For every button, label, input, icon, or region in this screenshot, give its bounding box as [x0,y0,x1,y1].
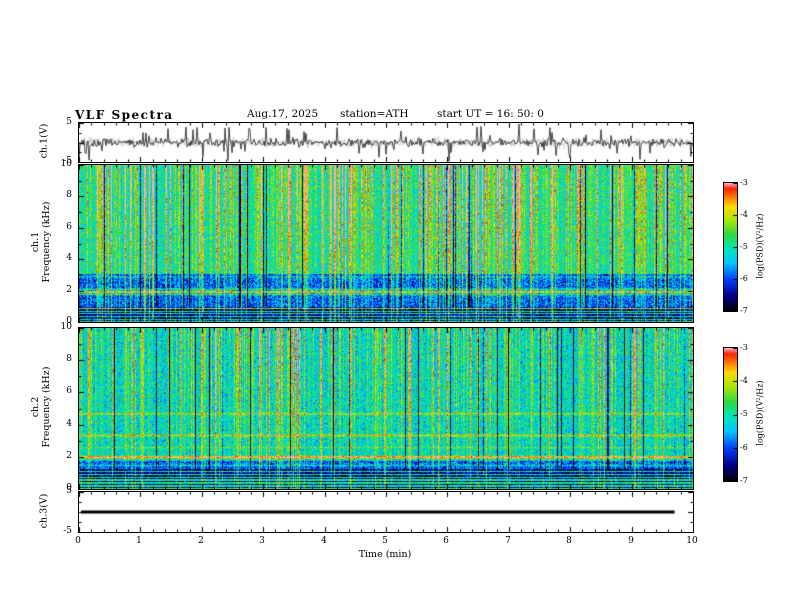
ch3-waveform-panel [78,491,694,533]
spec2-ytick-0: 0 [66,483,72,493]
spec2-ytick-8: 8 [66,354,72,364]
ch1-waveform-canvas [79,123,693,162]
xtick-2: 2 [198,536,204,546]
cb1-tick-neg7: -7 [740,306,748,315]
cb1-tick-neg4: -4 [740,210,748,219]
ch3-waveform-canvas [79,492,693,532]
ch2-frequency-axis-label: ch.2 Frequency (kHz) [30,367,52,448]
xtick-4: 4 [321,536,327,546]
colorbar-ch1 [723,182,738,312]
cb2-tick-neg5: -5 [740,409,748,418]
xtick-5: 5 [382,536,388,546]
xtick-7: 7 [505,536,511,546]
figure-title: VLF Spectra [75,108,174,122]
spec1-ytick-10: 10 [60,159,72,169]
ch1-frequency-axis-label: ch.1 Frequency (kHz) [30,202,52,283]
cb1-tick-neg6: -6 [740,274,748,283]
spec1-ytick-8: 8 [66,190,72,200]
ch1-ytick-5: 5 [66,117,72,127]
spec2-ytick-6: 6 [66,386,72,396]
cb1-tick-neg3: -3 [740,178,748,187]
time-axis-label: Time (min) [358,549,412,560]
cb2-tick-neg3: -3 [740,343,748,352]
spec1-ytick-4: 4 [66,253,72,263]
ch2-axis-line2: Frequency (kHz) [41,366,52,448]
station-label: station=ATH [340,108,409,120]
ch1-voltage-axis-label: ch.1(V) [38,123,50,159]
ch2-spectrogram-canvas [79,328,693,489]
ch1-spectrogram-panel [78,164,694,323]
spec1-ytick-0: 0 [66,316,72,326]
ch1-axis-line1: ch.1 [30,231,41,253]
colorbar-ch2 [723,347,738,482]
date-label: Aug.17, 2025 [247,108,319,120]
spec1-ytick-2: 2 [66,285,72,295]
ch1-spectrogram-canvas [79,165,693,322]
ch1-waveform-panel [78,122,694,163]
spec1-ytick-6: 6 [66,222,72,232]
ch3-ytick-5: 5 [66,486,72,496]
colorbar-ch2-canvas [724,348,737,481]
cb2-tick-neg7: -7 [740,476,748,485]
xtick-8: 8 [566,536,572,546]
spec2-ytick-4: 4 [66,419,72,429]
cb1-axis-label: log(PSD)(V²/Hz) [755,213,765,279]
ch3-voltage-axis-label: ch.3(V) [38,493,50,529]
ch3-ytick-neg5: -5 [63,526,72,536]
xtick-10: 10 [686,536,698,546]
cb2-axis-label: log(PSD)(V²/Hz) [755,380,765,446]
xtick-9: 9 [628,536,634,546]
start-ut-label: start UT = 16: 50: 0 [437,108,544,120]
colorbar-ch1-canvas [724,183,737,311]
cb1-tick-neg5: -5 [740,242,748,251]
xtick-0: 0 [75,536,81,546]
xtick-1: 1 [136,536,142,546]
ch2-axis-line1: ch.2 [30,396,41,418]
spec2-ytick-10: 10 [60,322,72,332]
spec2-ytick-2: 2 [66,451,72,461]
ch1-ytick-neg5: -5 [63,156,72,166]
ch1-axis-line2: Frequency (kHz) [41,201,52,283]
xtick-3: 3 [259,536,265,546]
xtick-6: 6 [443,536,449,546]
ch2-spectrogram-panel [78,327,694,490]
cb2-tick-neg4: -4 [740,376,748,385]
cb2-tick-neg6: -6 [740,443,748,452]
